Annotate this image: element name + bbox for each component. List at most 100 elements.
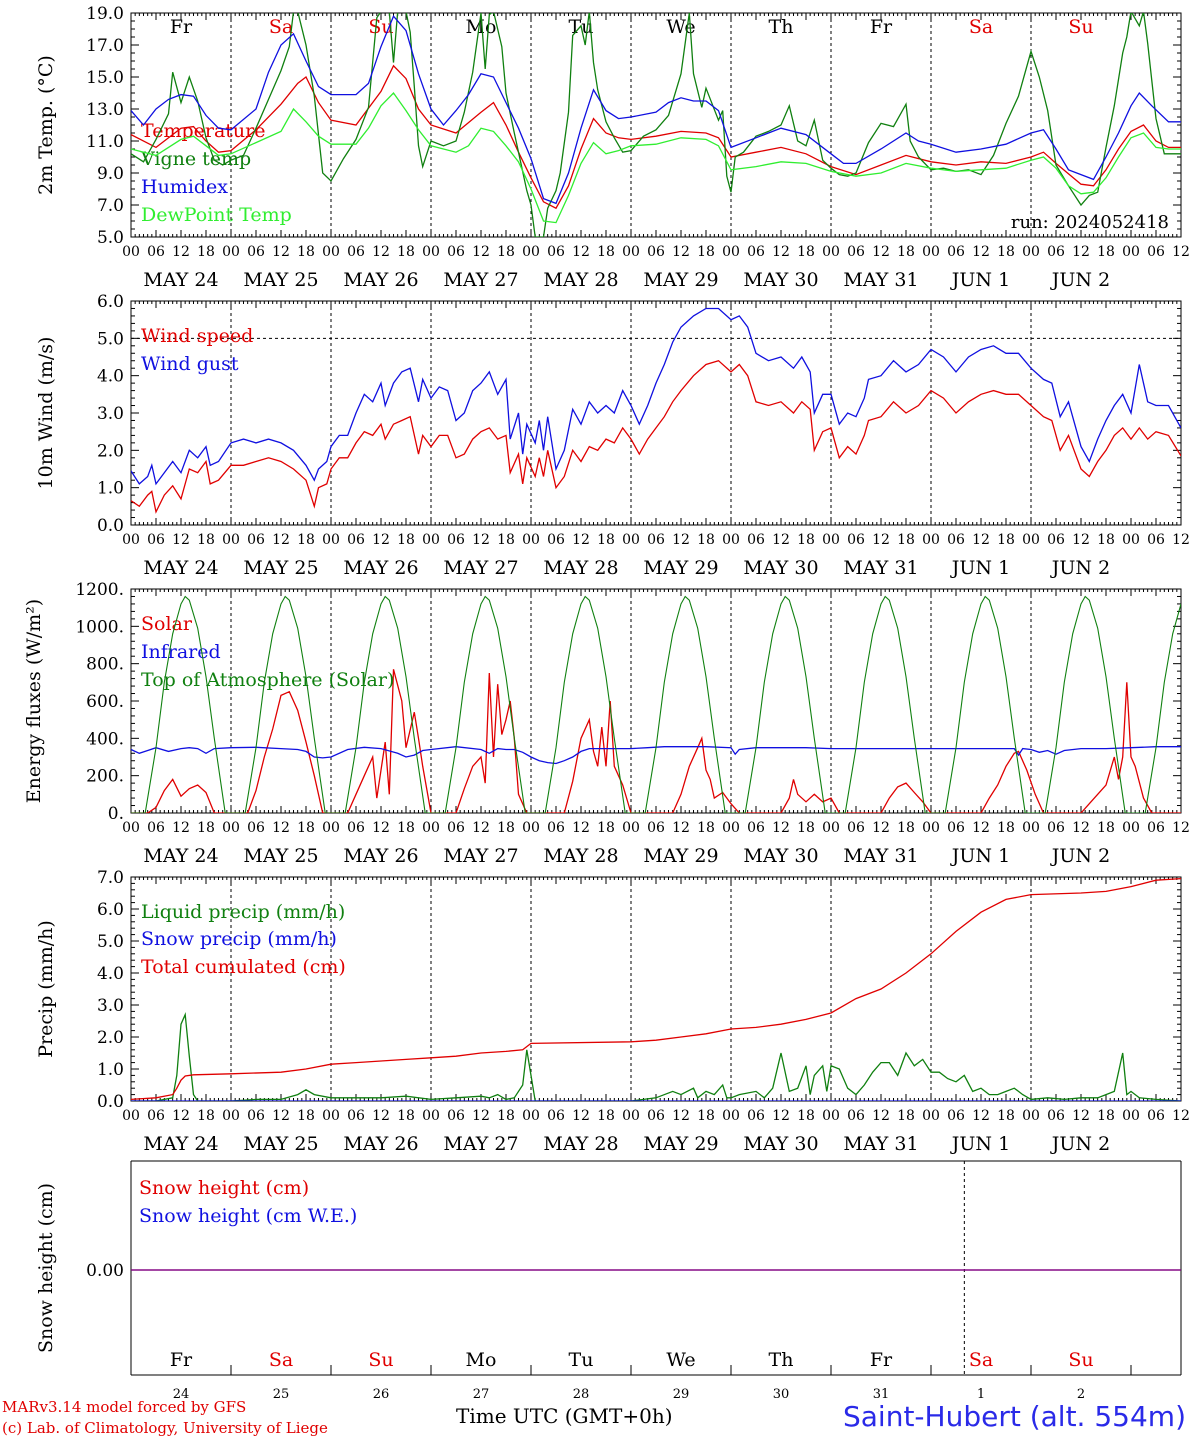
x-date-label: JUN 1: [950, 557, 1010, 579]
x-date-label: MAY 28: [543, 557, 618, 579]
day-name-label: Sa: [269, 16, 293, 38]
x-date-label: MAY 24: [143, 269, 218, 291]
y-tick-label: 0.00: [86, 1261, 124, 1281]
x-hour-label: 18: [197, 820, 215, 836]
x-hour-label: 06: [647, 820, 665, 836]
x-hour-label: 12: [1172, 1108, 1190, 1124]
x-hour-label: 06: [247, 820, 265, 836]
x-hour-label: 06: [447, 820, 465, 836]
x-hour-label: 00: [922, 532, 940, 548]
x-hour-label: 12: [972, 1108, 990, 1124]
x-hour-label: 12: [172, 820, 190, 836]
y-tick-label: 0.0: [97, 1092, 124, 1112]
x-hour-label: 06: [647, 532, 665, 548]
x-hour-label: 00: [822, 1108, 840, 1124]
x-hour-label: 06: [547, 532, 565, 548]
time-axis-label: Time UTC (GMT+0h): [456, 1404, 673, 1428]
x-hour-label: 06: [1147, 1108, 1165, 1124]
x-hour-label: 12: [872, 532, 890, 548]
x-date-label: MAY 30: [743, 557, 818, 579]
legend-entry: Solar: [141, 613, 193, 635]
x-hour-label: 12: [1172, 532, 1190, 548]
y-tick-label: 1.0: [97, 479, 124, 499]
legend-entry: Vigne temp: [140, 148, 251, 170]
x-hour-label: 06: [947, 1108, 965, 1124]
y-axis-title: Precip (mm/h): [35, 920, 57, 1058]
x-hour-label: 12: [272, 820, 290, 836]
panel-2: 0.0 1.0 2.0 3.0 4.0 5.0 6.0 10m Wind (m/s) 00 06 1…: [35, 292, 1190, 579]
x-hour-label: 06: [947, 532, 965, 548]
x-hour-label: 06: [547, 244, 565, 260]
x-hour-label: 06: [147, 820, 165, 836]
x-hour-label: 06: [147, 244, 165, 260]
x-hour-label: 18: [497, 244, 515, 260]
x-hour-label: 00: [222, 820, 240, 836]
x-hour-label: 12: [1072, 820, 1090, 836]
x-hour-label: 12: [272, 532, 290, 548]
x-hour-label: 18: [1097, 244, 1115, 260]
x-hour-label: 00: [622, 244, 640, 260]
y-tick-label: 19.0: [86, 4, 124, 24]
x-hour-label: 18: [697, 244, 715, 260]
x-hour-label: 00: [622, 532, 640, 548]
x-hour-label: 12: [872, 1108, 890, 1124]
x-hour-label: 00: [922, 1108, 940, 1124]
x-hour-label: 18: [197, 244, 215, 260]
x-hour-label: 00: [922, 820, 940, 836]
series-line-humidex: [131, 14, 1181, 205]
x-date-label: MAY 30: [743, 845, 818, 867]
lab-credit: (c) Lab. of Climatology, University of L…: [2, 1419, 328, 1437]
day-name-label: Fr: [870, 1349, 893, 1371]
y-tick-label: 600.: [86, 692, 124, 712]
series-line-wind-gust: [131, 307, 1181, 486]
series-line-temperature: [131, 64, 1181, 210]
series-line-top-of-atmosphere-solar-: [131, 595, 1181, 813]
day-name-label: Mo: [466, 1349, 497, 1371]
day-name-label: Su: [1068, 16, 1093, 38]
x-hour-label: 00: [122, 1108, 140, 1124]
x-date-label: JUN 2: [1050, 269, 1110, 291]
x-hour-label: 12: [572, 1108, 590, 1124]
x-hour-label: 18: [597, 1108, 615, 1124]
x-hour-label: 00: [322, 532, 340, 548]
x-hour-label: 06: [947, 820, 965, 836]
x-hour-label: 06: [447, 1108, 465, 1124]
x-date-label: MAY 26: [343, 1133, 418, 1155]
x-date-label: MAY 30: [743, 1133, 818, 1155]
day-number-label: 26: [373, 1387, 390, 1402]
day-number-label: 28: [573, 1387, 590, 1402]
day-number-label: 27: [473, 1387, 490, 1402]
x-hour-label: 12: [472, 820, 490, 836]
x-date-label: MAY 28: [543, 1133, 618, 1155]
x-hour-label: 06: [747, 820, 765, 836]
x-date-label: MAY 29: [643, 557, 718, 579]
panel-3: 0. 200. 400. 600. 800. 1000. 1200. Energy fluxe…: [23, 580, 1190, 867]
x-hour-label: 12: [372, 244, 390, 260]
x-hour-label: 06: [1147, 820, 1165, 836]
y-tick-label: 200.: [86, 767, 124, 787]
y-tick-label: 6.0: [97, 900, 124, 920]
x-hour-label: 06: [347, 820, 365, 836]
y-tick-label: 5.0: [97, 932, 124, 952]
x-hour-label: 00: [1122, 244, 1140, 260]
x-hour-label: 12: [472, 532, 490, 548]
x-date-label: MAY 24: [143, 557, 218, 579]
x-date-label: MAY 31: [843, 1133, 918, 1155]
x-hour-label: 12: [772, 1108, 790, 1124]
day-name-label: Sa: [969, 16, 993, 38]
y-tick-label: 13.0: [86, 100, 124, 120]
day-name-label: Th: [769, 1349, 794, 1371]
day-number-label: 2: [1077, 1387, 1085, 1402]
x-date-label: MAY 26: [343, 557, 418, 579]
x-hour-label: 06: [1047, 532, 1065, 548]
x-date-label: MAY 25: [243, 269, 318, 291]
x-hour-label: 06: [347, 532, 365, 548]
x-hour-label: 00: [122, 244, 140, 260]
y-tick-label: 11.0: [86, 132, 124, 152]
x-date-label: MAY 28: [543, 845, 618, 867]
y-tick-label: 0.: [108, 804, 124, 824]
x-hour-label: 06: [447, 244, 465, 260]
x-hour-label: 18: [497, 532, 515, 548]
legend-entry: DewPoint Temp: [141, 204, 292, 226]
series-line-liquid-precip-mm-h-: [131, 1012, 1181, 1101]
